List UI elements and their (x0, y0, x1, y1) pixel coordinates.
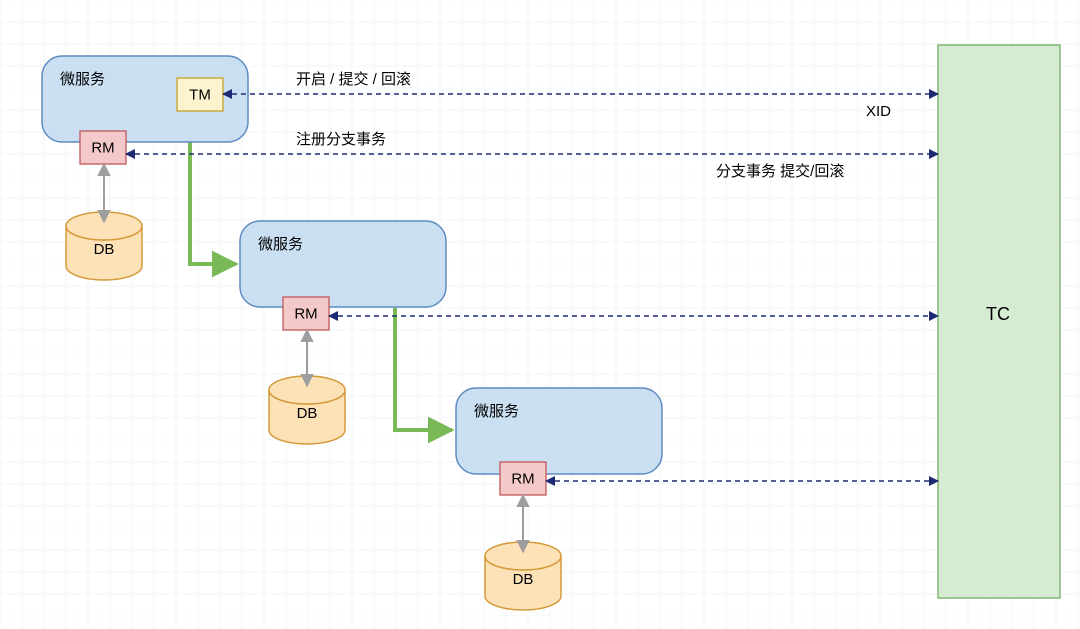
microservice-node (240, 221, 446, 307)
rm-label: RM (511, 471, 534, 488)
rm-label: RM (294, 306, 317, 323)
tc-label: TC (986, 304, 1010, 324)
edge-label-tm_line: 开启 / 提交 / 回滚 (296, 70, 411, 88)
microservice-label: 微服务 (474, 403, 519, 420)
microservice-node (456, 388, 662, 474)
microservice-label: 微服务 (258, 236, 303, 253)
svc2-svc3-arrow (395, 308, 452, 430)
db-label: DB (513, 571, 534, 588)
edge-label-rm_line1: 注册分支事务 (296, 131, 386, 148)
edge-label-xid: XID (866, 103, 891, 120)
db-label: DB (94, 241, 115, 258)
diagram-canvas: 微服务微服务微服务TCTMRMRMRMDBDBDB开启 / 提交 / 回滚XID… (0, 0, 1080, 629)
rm-label: RM (91, 140, 114, 157)
tm-label: TM (189, 87, 211, 104)
microservice-label: 微服务 (60, 71, 105, 88)
db-label: DB (297, 405, 318, 422)
edge-label-rm_line2: 分支事务 提交/回滚 (716, 162, 844, 180)
